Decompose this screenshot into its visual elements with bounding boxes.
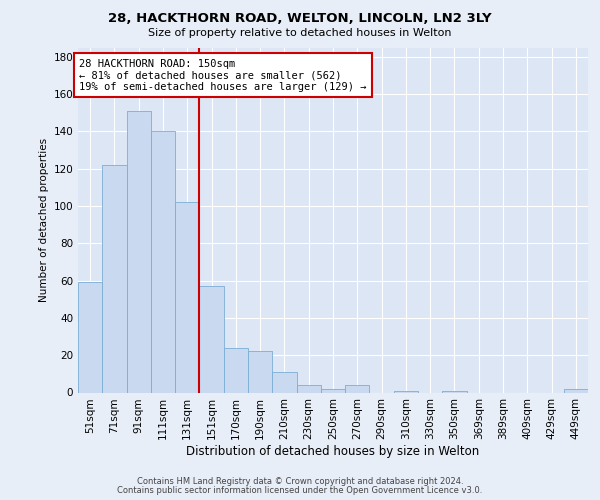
Bar — [296, 385, 321, 392]
Bar — [394, 390, 418, 392]
Bar — [272, 372, 296, 392]
Text: Contains public sector information licensed under the Open Government Licence v3: Contains public sector information licen… — [118, 486, 482, 495]
Text: 28 HACKTHORN ROAD: 150sqm
← 81% of detached houses are smaller (562)
19% of semi: 28 HACKTHORN ROAD: 150sqm ← 81% of detac… — [79, 58, 367, 92]
Bar — [345, 385, 370, 392]
Bar — [102, 165, 127, 392]
Bar — [199, 286, 224, 393]
Bar — [321, 389, 345, 392]
Y-axis label: Number of detached properties: Number of detached properties — [39, 138, 49, 302]
Bar — [175, 202, 199, 392]
Bar — [151, 132, 175, 392]
Text: 28, HACKTHORN ROAD, WELTON, LINCOLN, LN2 3LY: 28, HACKTHORN ROAD, WELTON, LINCOLN, LN2… — [108, 12, 492, 26]
Bar — [564, 389, 588, 392]
Text: Size of property relative to detached houses in Welton: Size of property relative to detached ho… — [148, 28, 452, 38]
Bar — [78, 282, 102, 393]
Bar — [127, 111, 151, 392]
Bar — [248, 352, 272, 393]
Bar — [224, 348, 248, 393]
Bar — [442, 390, 467, 392]
X-axis label: Distribution of detached houses by size in Welton: Distribution of detached houses by size … — [187, 445, 479, 458]
Text: Contains HM Land Registry data © Crown copyright and database right 2024.: Contains HM Land Registry data © Crown c… — [137, 477, 463, 486]
